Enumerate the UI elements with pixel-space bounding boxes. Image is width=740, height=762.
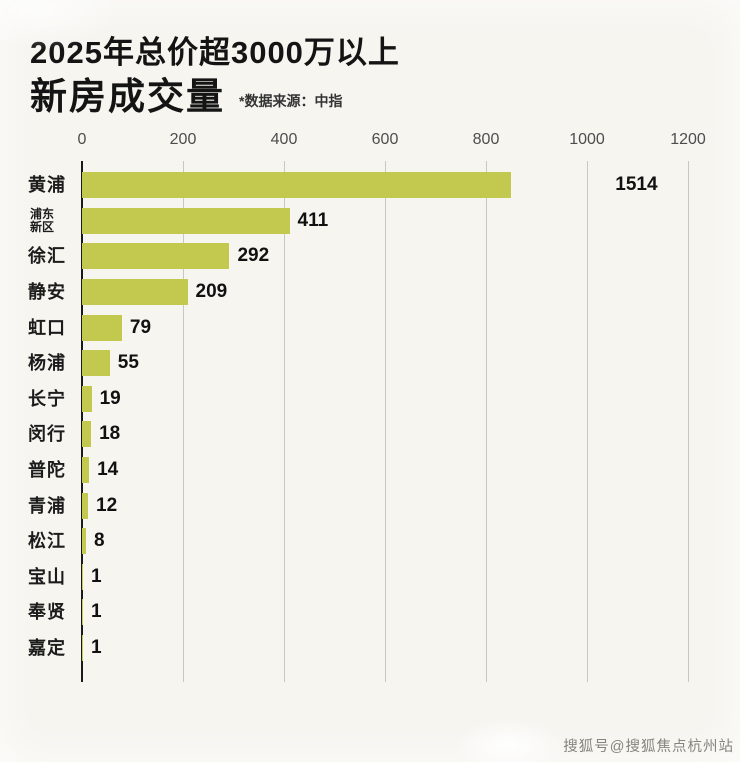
category-label: 虹口 bbox=[28, 317, 66, 338]
category-label: 静安 bbox=[28, 282, 66, 303]
category-label: 闵行 bbox=[28, 424, 66, 445]
value-label: 292 bbox=[237, 245, 270, 267]
bar-row: 浦东 新区 411 bbox=[30, 203, 688, 239]
gridline bbox=[587, 161, 588, 682]
bar-track: 411 bbox=[82, 207, 688, 234]
bar-track: 209 bbox=[82, 279, 688, 306]
category-label: 徐汇 bbox=[28, 246, 66, 267]
value-label: 55 bbox=[117, 352, 139, 374]
bar-row: 静安 209 bbox=[28, 274, 688, 310]
bar bbox=[82, 563, 83, 590]
value-label: 18 bbox=[99, 423, 121, 445]
bar bbox=[82, 172, 512, 199]
bar bbox=[82, 634, 83, 661]
value-label: 8 bbox=[94, 530, 105, 552]
bar-track: 1514 bbox=[82, 172, 688, 199]
bar bbox=[82, 528, 87, 555]
bar-track: 1 bbox=[82, 634, 688, 661]
x-tick-label: 0 bbox=[77, 131, 87, 149]
bar-row: 徐汇 292 bbox=[28, 239, 688, 275]
category-label: 青浦 bbox=[28, 495, 66, 516]
chart-title-row: 新房成交量 *数据来源：中指 bbox=[30, 75, 740, 118]
bar-row: 宝山 1 bbox=[28, 559, 688, 595]
bar-track: 14 bbox=[82, 456, 688, 483]
bar-row: 普陀 14 bbox=[28, 452, 688, 488]
category-label: 宝山 bbox=[28, 566, 66, 587]
bar-row: 嘉定 1 bbox=[28, 630, 688, 666]
bar bbox=[82, 279, 188, 306]
category-label: 嘉定 bbox=[28, 637, 66, 658]
bar bbox=[82, 492, 89, 519]
bar-row: 虹口 79 bbox=[28, 310, 688, 346]
value-label: 1 bbox=[91, 636, 102, 658]
bar-track: 8 bbox=[82, 528, 688, 555]
bar-track: 12 bbox=[82, 492, 688, 519]
x-tick-label: 400 bbox=[270, 131, 298, 149]
bar bbox=[82, 599, 83, 626]
bar bbox=[82, 456, 90, 483]
bar-row: 长宁 19 bbox=[28, 381, 688, 417]
category-label: 浦东 新区 bbox=[30, 206, 55, 234]
x-tick-label: 1000 bbox=[569, 131, 605, 149]
bar-track: 292 bbox=[82, 243, 688, 270]
bar-row: 青浦 12 bbox=[28, 488, 688, 524]
bar-chart: 0 200 400 600 800 1000 1200 黄浦 1514 浦东 新区 411 徐汇 292… bbox=[0, 131, 740, 682]
category-label: 杨浦 bbox=[28, 353, 66, 374]
value-label: 79 bbox=[129, 316, 152, 338]
bar bbox=[82, 385, 92, 412]
chart-title-line1: 2025年总价超3000万以上 bbox=[30, 35, 400, 70]
bar-row: 杨浦 55 bbox=[28, 345, 688, 381]
bar-track: 19 bbox=[82, 385, 688, 412]
category-label: 松江 bbox=[28, 531, 66, 552]
bar-row: 闵行 18 bbox=[28, 417, 688, 453]
gridline bbox=[385, 161, 386, 682]
x-tick-label: 200 bbox=[169, 131, 197, 149]
category-label: 奉贤 bbox=[28, 602, 66, 623]
watermark: 搜狐号@搜狐焦点杭州站 bbox=[563, 739, 734, 755]
data-source-note: *数据来源：中指 bbox=[239, 93, 343, 110]
gridline bbox=[486, 161, 487, 682]
value-label: 19 bbox=[99, 387, 121, 409]
x-axis-ticks: 0 200 400 600 800 1000 1200 bbox=[78, 131, 706, 157]
bar-row: 奉贤 1 bbox=[28, 595, 688, 631]
value-label: 1514 bbox=[615, 174, 658, 196]
bar bbox=[82, 350, 110, 377]
bar-track: 18 bbox=[82, 421, 688, 448]
bar-row: 黄浦 1514 bbox=[28, 167, 688, 203]
value-label: 12 bbox=[96, 494, 118, 516]
value-label: 1 bbox=[91, 601, 102, 623]
category-label: 长宁 bbox=[28, 388, 66, 409]
bar-track: 79 bbox=[82, 314, 688, 341]
category-label: 黄浦 bbox=[28, 175, 66, 196]
bar-row: 松江 8 bbox=[28, 523, 688, 559]
gridline bbox=[284, 161, 285, 682]
chart-title-line2: 新房成交量 bbox=[30, 75, 225, 117]
bar-track: 1 bbox=[82, 599, 688, 626]
gridline bbox=[688, 161, 689, 682]
gridline bbox=[183, 161, 184, 682]
bar-rows: 黄浦 1514 浦东 新区 411 徐汇 292 静安 209 虹口 79 杨浦 55 长宁 19 闵行 18 普… bbox=[28, 167, 688, 666]
x-tick-label: 1200 bbox=[670, 131, 706, 149]
bar bbox=[82, 421, 92, 448]
bar bbox=[82, 207, 290, 234]
bar bbox=[82, 314, 122, 341]
value-label: 1 bbox=[91, 565, 102, 587]
bar bbox=[82, 243, 230, 270]
value-label: 209 bbox=[195, 281, 228, 303]
light-glare-bottom bbox=[454, 718, 564, 762]
value-label: 14 bbox=[97, 458, 119, 480]
x-tick-label: 800 bbox=[472, 131, 500, 149]
bar-track: 1 bbox=[82, 563, 688, 590]
category-label: 普陀 bbox=[28, 459, 66, 480]
x-tick-label: 600 bbox=[371, 131, 399, 149]
plot-area: 黄浦 1514 浦东 新区 411 徐汇 292 静安 209 虹口 79 杨浦 55 长宁 19 闵行 18 普… bbox=[28, 161, 689, 682]
chart-header: 2025年总价超3000万以上 新房成交量 *数据来源：中指 bbox=[0, 0, 740, 117]
bar-track: 55 bbox=[82, 350, 688, 377]
value-label: 411 bbox=[297, 209, 329, 231]
